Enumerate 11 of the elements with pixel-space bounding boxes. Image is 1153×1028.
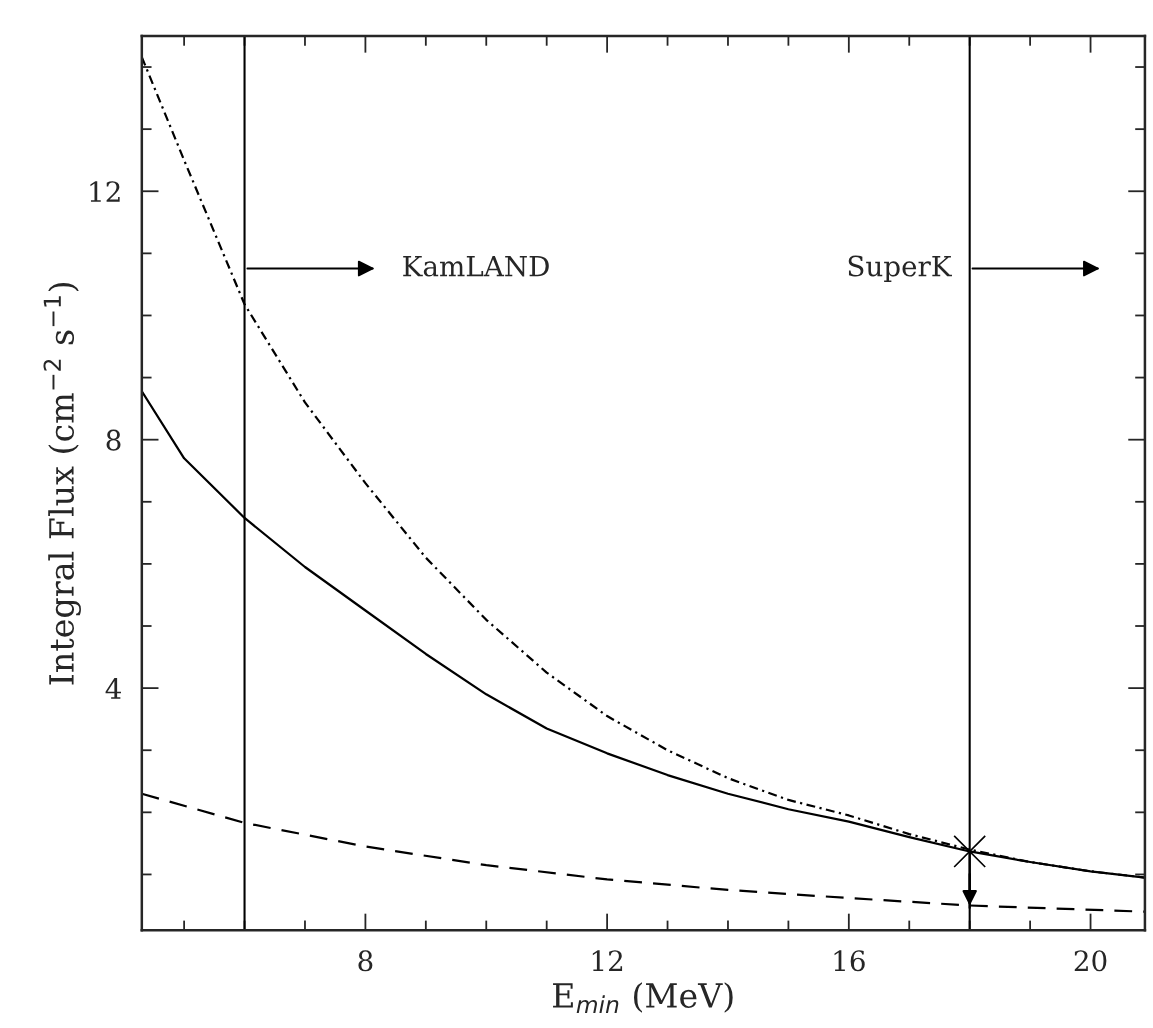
x-axis-title: E$_{min}$ (MeV) xyxy=(553,982,733,1014)
x-tick-label: 16 xyxy=(834,950,865,972)
ref-line-label: KamLAND xyxy=(403,255,549,277)
y-axis-title: Integral Flux (cm$^{−2}$ s$^{−1}$) xyxy=(43,282,81,685)
y-tick-label: 8 xyxy=(106,429,121,451)
y-tick-label: 4 xyxy=(105,678,121,699)
x-tick-label: 12 xyxy=(592,950,623,971)
x-tick-label: 8 xyxy=(358,950,373,972)
x-tick-label: 20 xyxy=(1074,950,1107,972)
ref-line-label: SuperK xyxy=(848,255,952,282)
y-tick-label: 12 xyxy=(90,181,120,202)
